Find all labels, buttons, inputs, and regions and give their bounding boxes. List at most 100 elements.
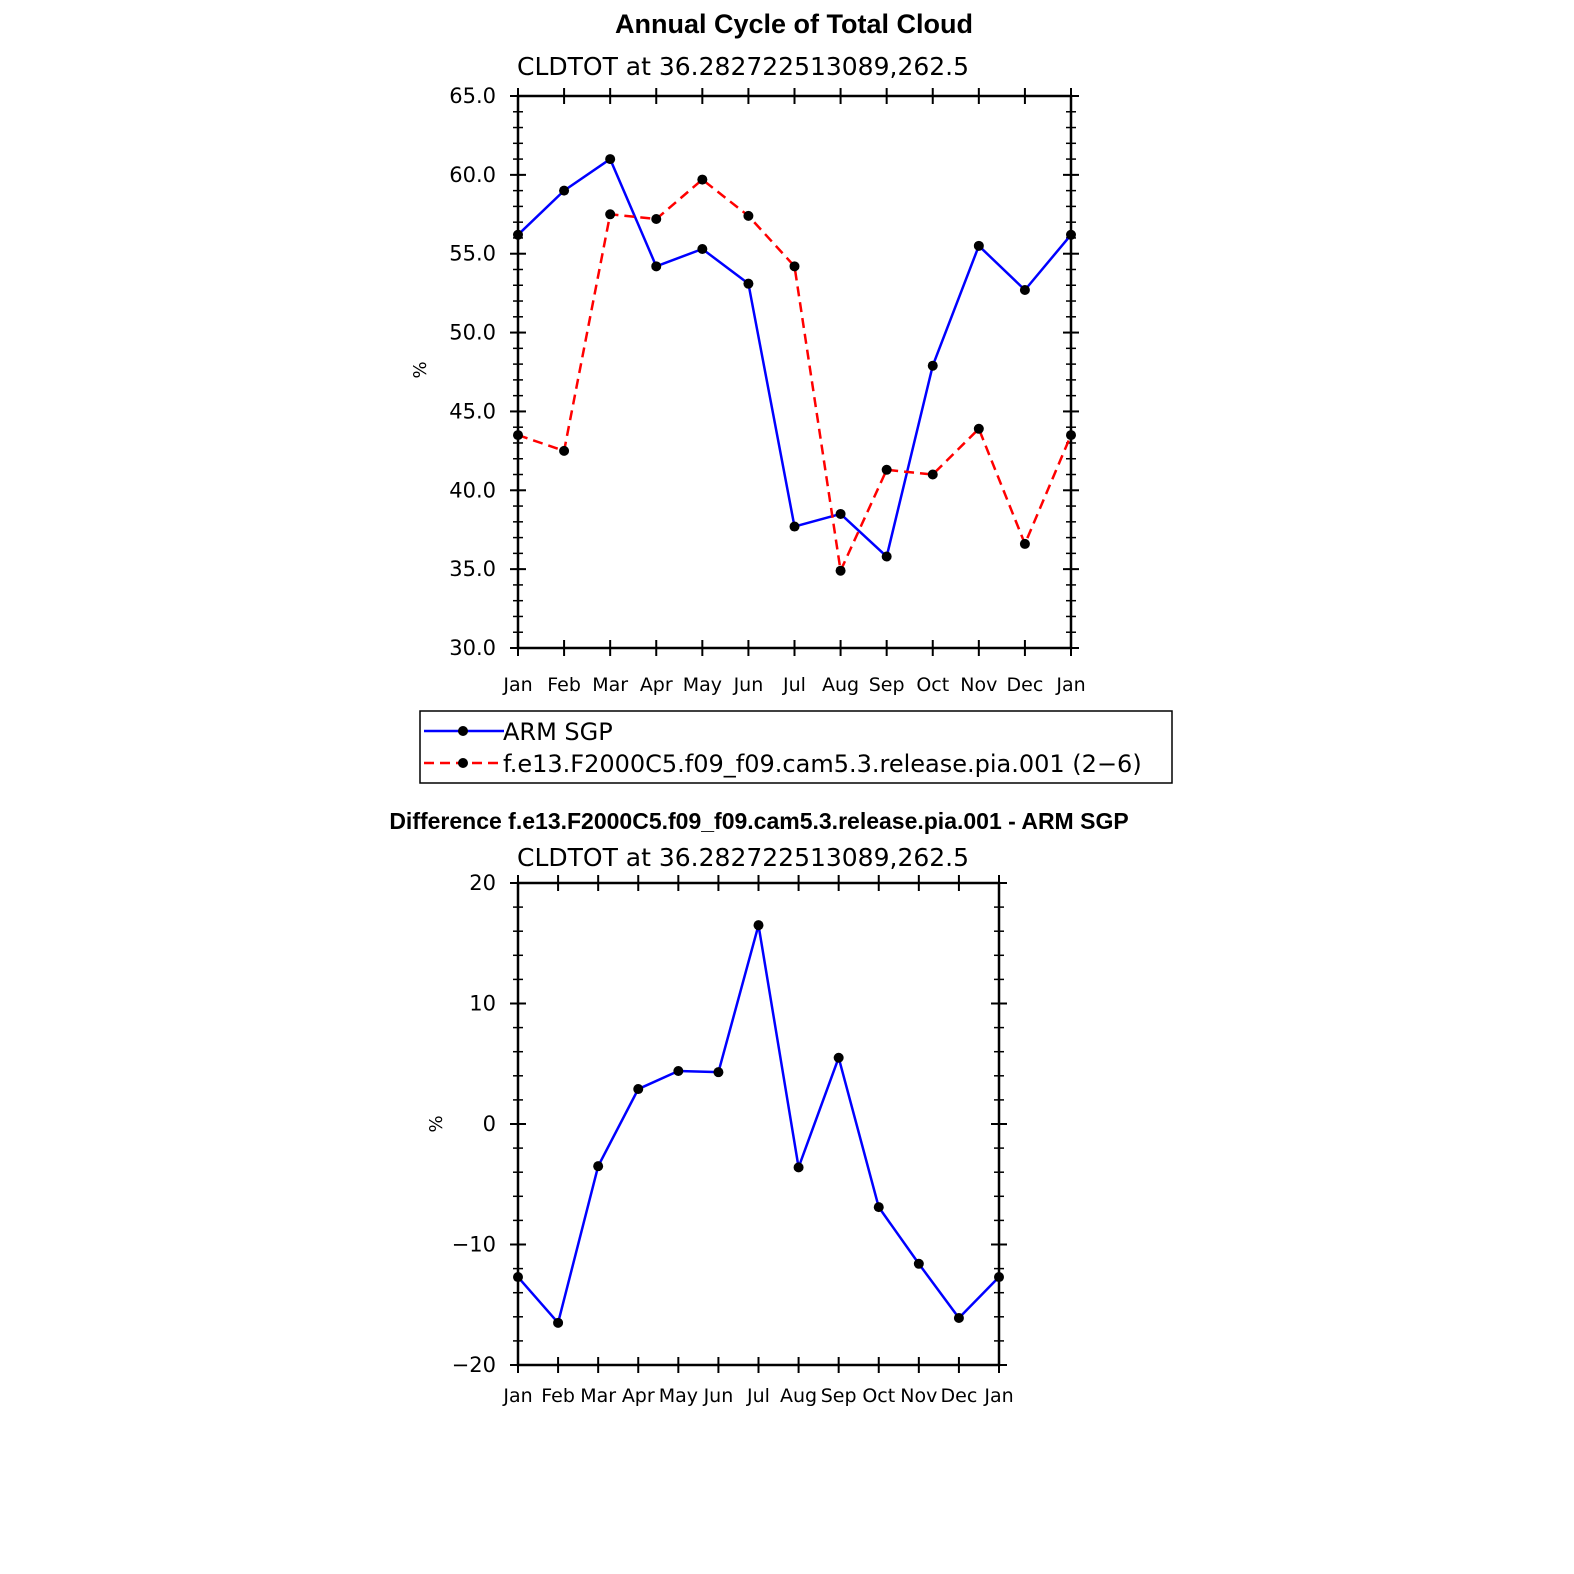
series-line-0 bbox=[517, 923, 1000, 1325]
x-tick-label: Dec bbox=[941, 1385, 978, 1407]
chart1-legend: ARM SGP f.e13.F2000C5.f09_f09.cam5.3.rel… bbox=[419, 710, 1173, 784]
legend-label-model: f.e13.F2000C5.f09_f09.cam5.3.release.pia… bbox=[503, 750, 1142, 778]
series-1-point bbox=[651, 214, 662, 225]
chart1-title: Annual Cycle of Total Cloud bbox=[615, 9, 973, 39]
chart1-series bbox=[513, 154, 1076, 576]
y-tick-label: 30.0 bbox=[449, 636, 496, 660]
y-tick-label: 40.0 bbox=[449, 478, 496, 502]
chart1-ticks bbox=[510, 88, 1079, 656]
series-0-point bbox=[553, 1317, 564, 1328]
y-tick-label: 20 bbox=[469, 871, 496, 895]
x-tick-label: Oct bbox=[862, 1385, 895, 1407]
series-0-point bbox=[881, 551, 892, 562]
x-tick-label: Oct bbox=[916, 674, 949, 696]
legend-marker-arm bbox=[458, 726, 468, 736]
series-1-point bbox=[789, 261, 800, 272]
series-0-point bbox=[1066, 229, 1076, 240]
series-1-point bbox=[881, 464, 892, 475]
y-tick-label: 60.0 bbox=[449, 163, 496, 187]
y-tick-label: 35.0 bbox=[449, 557, 496, 581]
series-0-point bbox=[789, 521, 800, 532]
series-1-point bbox=[697, 174, 708, 185]
x-tick-label: Aug bbox=[822, 674, 859, 696]
x-tick-label: Feb bbox=[547, 674, 581, 696]
y-tick-label: 55.0 bbox=[449, 242, 496, 266]
x-tick-label: May bbox=[683, 674, 722, 696]
y-tick-label: 10 bbox=[469, 992, 496, 1016]
chart1-subtitle: CLDTOT at 36.282722513089,262.5 bbox=[517, 52, 969, 81]
chart2-ylabel: % bbox=[426, 1115, 447, 1132]
series-0-point bbox=[697, 243, 708, 254]
series-0-point bbox=[835, 508, 846, 519]
series-0-point bbox=[593, 1161, 604, 1172]
series-1-point bbox=[513, 430, 523, 441]
x-tick-label: Nov bbox=[960, 674, 997, 696]
legend-label-arm: ARM SGP bbox=[503, 718, 613, 746]
chart2-title: Difference f.e13.F2000C5.f09_f09.cam5.3.… bbox=[389, 808, 1128, 834]
y-tick-label: 0 bbox=[483, 1112, 496, 1136]
x-tick-label: Jan bbox=[983, 1385, 1013, 1407]
series-0-point bbox=[833, 1052, 844, 1063]
chart2-subtitle: CLDTOT at 36.282722513089,262.5 bbox=[517, 843, 969, 872]
x-tick-label: Dec bbox=[1007, 674, 1044, 696]
x-tick-label: Apr bbox=[622, 1385, 655, 1407]
x-tick-label: Jun bbox=[703, 1385, 734, 1407]
series-0-point bbox=[973, 240, 984, 251]
series-1-point bbox=[559, 445, 570, 456]
x-tick-label: Jan bbox=[502, 1385, 532, 1407]
series-0-point bbox=[713, 1067, 724, 1078]
series-0-point bbox=[953, 1313, 964, 1324]
chart2-x-tick-labels: Jan Feb Mar Apr May Jun Jul Aug Sep Oct Nov Dec Jan bbox=[502, 1385, 1013, 1407]
x-tick-label: May bbox=[659, 1385, 698, 1407]
y-tick-label: −20 bbox=[452, 1353, 496, 1377]
series-0-point bbox=[743, 278, 754, 289]
x-tick-label: Jan bbox=[502, 674, 532, 696]
x-tick-label: Jul bbox=[782, 674, 806, 696]
x-tick-label: Apr bbox=[640, 674, 673, 696]
chart2-frame bbox=[516, 881, 1001, 1367]
chart2-y-tick-labels: −20 −10 0 10 20 bbox=[452, 871, 496, 1377]
chart2-ticks bbox=[510, 875, 1007, 1373]
chart1-x-tick-labels: Jan Feb Mar Apr May Jun Jul Aug Sep Oct Nov Dec Jan bbox=[502, 674, 1085, 696]
x-tick-label: Mar bbox=[592, 674, 628, 696]
chart1-ylabel: % bbox=[410, 361, 431, 378]
y-tick-label: 45.0 bbox=[449, 399, 496, 423]
x-tick-label: Jun bbox=[733, 674, 764, 696]
difference-chart: Difference f.e13.F2000C5.f09_f09.cam5.3.… bbox=[389, 808, 1128, 1407]
series-1-point bbox=[1066, 430, 1076, 441]
legend-box bbox=[419, 710, 1173, 784]
series-0-point bbox=[927, 360, 938, 371]
series-0-point bbox=[673, 1065, 684, 1076]
legend-marker-model bbox=[458, 758, 468, 768]
series-0-point bbox=[873, 1202, 884, 1213]
x-tick-label: Aug bbox=[780, 1385, 817, 1407]
series-0-point bbox=[1019, 284, 1030, 295]
series-1-point bbox=[973, 423, 984, 434]
series-0-point bbox=[605, 154, 616, 165]
x-tick-label: Sep bbox=[821, 1385, 857, 1407]
series-line-0 bbox=[517, 157, 1072, 558]
y-tick-label: −10 bbox=[452, 1233, 496, 1257]
x-tick-label: Jan bbox=[1055, 674, 1085, 696]
series-0-point bbox=[633, 1084, 644, 1095]
x-tick-label: Jul bbox=[746, 1385, 770, 1407]
series-1-point bbox=[743, 210, 754, 221]
series-1-point bbox=[927, 469, 938, 480]
series-0-point bbox=[994, 1272, 1004, 1283]
series-0-point bbox=[513, 1272, 523, 1283]
series-1-point bbox=[605, 209, 616, 220]
series-0-point bbox=[913, 1258, 924, 1269]
chart1-frame bbox=[516, 94, 1073, 650]
annual-cycle-chart: Annual Cycle of Total Cloud CLDTOT at 36… bbox=[410, 9, 1173, 784]
y-tick-label: 50.0 bbox=[449, 321, 496, 345]
series-0-point bbox=[753, 920, 764, 931]
x-tick-label: Feb bbox=[541, 1385, 575, 1407]
y-tick-label: 65.0 bbox=[449, 84, 496, 108]
series-1-point bbox=[835, 565, 846, 576]
x-tick-label: Nov bbox=[900, 1385, 937, 1407]
x-tick-label: Mar bbox=[580, 1385, 616, 1407]
series-1-point bbox=[1019, 538, 1030, 549]
chart2-series bbox=[513, 920, 1004, 1328]
series-0-point bbox=[513, 229, 523, 240]
